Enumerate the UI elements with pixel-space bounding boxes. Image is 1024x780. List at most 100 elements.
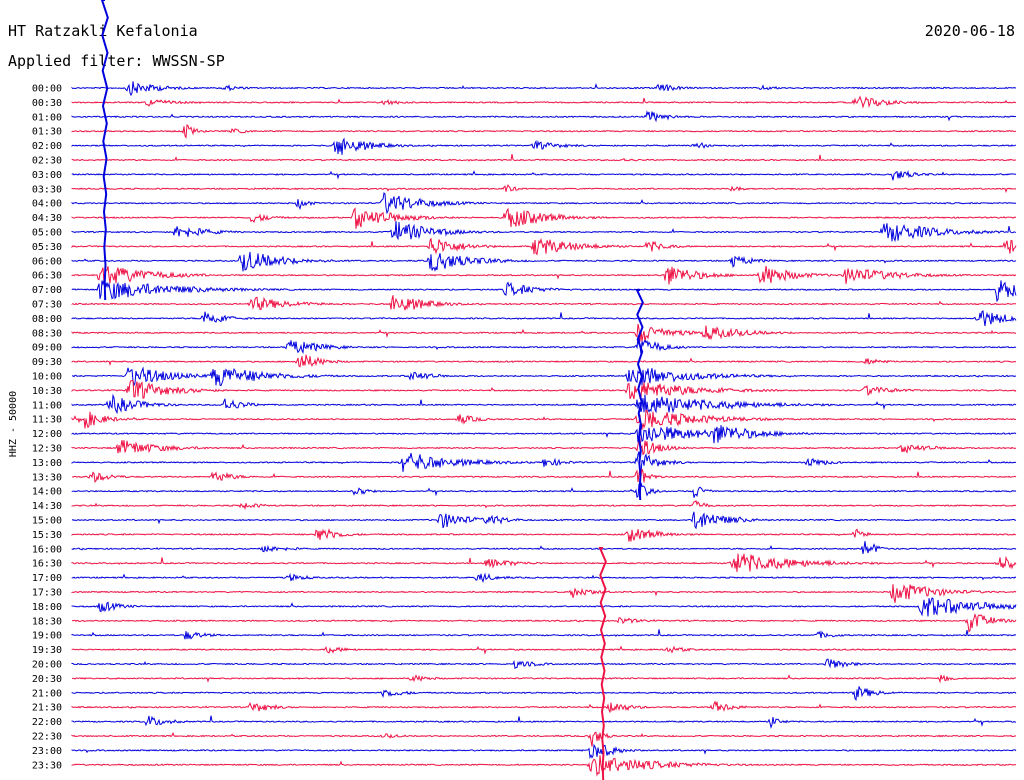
time-tick-label: 08:00 (32, 314, 62, 325)
time-tick-label: 16:00 (32, 544, 62, 555)
trace-0600 (71, 251, 1017, 272)
time-tick-label: 22:00 (32, 717, 62, 728)
time-tick-label: 04:00 (32, 199, 62, 210)
trace-1700 (71, 572, 1017, 584)
time-tick-label: 15:30 (32, 530, 62, 541)
trace-2330 (71, 755, 1017, 777)
trace-1530 (71, 528, 1017, 542)
trace-group (71, 0, 1017, 780)
time-tick-label: 07:00 (32, 285, 62, 296)
time-tick-label: 08:30 (32, 328, 62, 339)
time-tick-label: 21:00 (32, 688, 62, 699)
time-tick-label: 02:00 (32, 141, 62, 152)
trace-1730 (71, 584, 1017, 603)
time-tick-label: 04:30 (32, 213, 62, 224)
time-tick-label: 01:00 (32, 112, 62, 123)
trace-1600 (71, 541, 1017, 554)
trace-0630 (71, 265, 1017, 285)
trace-0200 (71, 137, 1017, 155)
trace-2230 (71, 731, 1017, 747)
time-tick-label: 03:30 (32, 184, 62, 195)
trace-0730 (71, 295, 1017, 311)
trace-1930 (71, 645, 1017, 655)
time-tick-label: 05:30 (32, 242, 62, 253)
y-axis-label: HHZ - 50000 (8, 391, 19, 457)
time-tick-label: 06:00 (32, 256, 62, 267)
time-tick-label: 17:00 (32, 573, 62, 584)
trace-2030 (72, 674, 1017, 684)
time-tick-label: 14:00 (32, 487, 62, 498)
trace-1230 (71, 437, 1017, 456)
time-tick-label: 20:00 (32, 660, 62, 671)
time-tick-label: 11:30 (32, 415, 62, 426)
trace-0930 (71, 354, 1017, 368)
tick-label-group: 00:00 00:30 01:00 01:30 02:00 02:30 03:00 03:30… (32, 84, 62, 772)
time-tick-label: 18:30 (32, 616, 62, 627)
trace-0430 (71, 207, 1017, 229)
trace-0030 (71, 95, 1017, 109)
time-tick-label: 19:30 (32, 645, 62, 656)
trace-2200 (71, 715, 1017, 730)
trace-1100 (71, 393, 1017, 415)
trace-0400 (71, 191, 1017, 215)
trace-1430 (71, 500, 1017, 511)
time-tick-label: 14:30 (32, 501, 62, 512)
time-tick-label: 13:30 (32, 472, 62, 483)
time-tick-label: 13:00 (32, 458, 62, 469)
time-tick-label: 16:30 (32, 559, 62, 570)
time-tick-label: 09:30 (32, 357, 62, 368)
trace-0830 (71, 323, 1017, 342)
time-tick-label: 07:30 (32, 300, 62, 311)
time-tick-label: 11:00 (32, 400, 62, 411)
trace-1800 (71, 597, 1017, 617)
trace-0900 (71, 337, 1017, 355)
large-event-10-00 (635, 289, 644, 501)
trace-0800 (71, 310, 1017, 327)
trace-1500 (71, 511, 1016, 530)
time-tick-label: 06:30 (32, 271, 62, 282)
time-tick-label: 22:30 (32, 732, 62, 743)
time-tick-label: 23:30 (32, 760, 62, 771)
trace-0300 (71, 169, 1017, 181)
trace-1900 (71, 629, 1017, 640)
time-tick-label: 05:00 (32, 228, 62, 239)
trace-1130 (71, 409, 1017, 431)
time-tick-label: 18:00 (32, 602, 62, 613)
trace-0700 (71, 279, 1017, 303)
time-tick-label: 21:30 (32, 703, 62, 714)
trace-0530 (71, 237, 1017, 256)
time-tick-label: 12:30 (32, 444, 62, 455)
trace-0130 (71, 124, 1017, 139)
time-tick-label: 09:00 (32, 343, 62, 354)
trace-1330 (71, 467, 1017, 483)
time-tick-label: 00:30 (32, 98, 62, 109)
date-label: 2020-06-18 (925, 22, 1015, 40)
trace-2130 (71, 700, 1017, 713)
trace-2000 (71, 658, 1017, 670)
time-tick-label: 10:00 (32, 372, 62, 383)
time-tick-label: 01:30 (32, 127, 62, 138)
trace-2100 (71, 686, 1017, 701)
time-tick-label: 23:00 (32, 746, 62, 757)
time-tick-label: 15:00 (32, 516, 62, 527)
filter-label: Applied filter: WWSSN-SP (8, 52, 225, 70)
large-event-00-00 (100, 0, 109, 301)
trace-1030 (71, 379, 1017, 400)
trace-0000 (71, 81, 1017, 97)
time-tick-label: 20:30 (32, 674, 62, 685)
trace-0230 (71, 154, 1017, 162)
trace-1000 (71, 366, 1017, 387)
time-tick-label: 02:30 (32, 156, 62, 167)
trace-2300 (71, 743, 1017, 760)
trace-1630 (71, 553, 1017, 572)
large-event-23-30 (598, 547, 607, 780)
time-tick-label: 12:00 (32, 429, 62, 440)
trace-1300 (71, 451, 1017, 474)
time-tick-label: 10:30 (32, 386, 62, 397)
trace-0500 (71, 221, 1017, 243)
trace-1200 (71, 424, 1017, 444)
trace-0100 (71, 110, 1017, 123)
time-tick-label: 03:00 (32, 170, 62, 181)
time-tick-label: 19:00 (32, 631, 62, 642)
